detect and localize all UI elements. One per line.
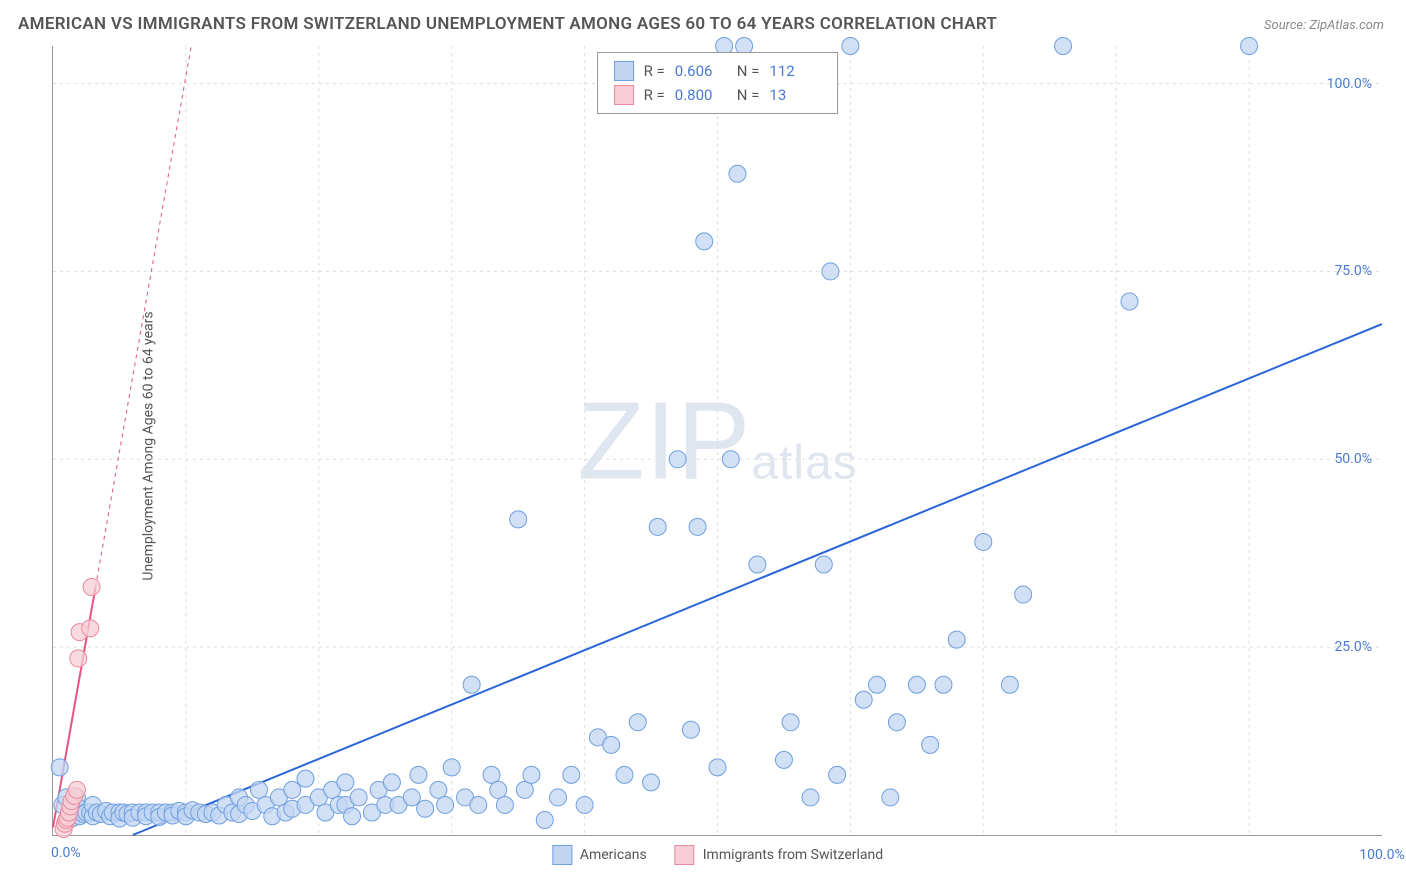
data-point	[975, 533, 992, 550]
data-point	[689, 518, 706, 535]
stats-r-value: 0.800	[675, 83, 727, 107]
data-point	[496, 796, 513, 813]
data-point	[68, 781, 85, 798]
y-tick-label: 50.0%	[1334, 451, 1372, 467]
chart-title: AMERICAN VS IMMIGRANTS FROM SWITZERLAND …	[18, 14, 997, 34]
stats-label: R =	[644, 83, 665, 107]
stats-row: R = 0.800 N = 13	[614, 83, 822, 107]
data-point	[908, 676, 925, 693]
data-point	[1015, 586, 1032, 603]
data-point	[643, 774, 660, 791]
source-attribution: Source: ZipAtlas.com	[1264, 18, 1384, 33]
data-point	[463, 676, 480, 693]
y-tick-label: 75.0%	[1334, 263, 1372, 279]
data-point	[51, 759, 68, 776]
data-point	[1121, 293, 1138, 310]
bottom-legend: Americans Immigrants from Switzerland	[552, 845, 883, 865]
trend-line-extension	[96, 46, 192, 587]
data-point	[297, 770, 314, 787]
data-point	[516, 781, 533, 798]
legend-label: Immigrants from Switzerland	[703, 847, 883, 863]
data-point	[882, 789, 899, 806]
data-point	[576, 796, 593, 813]
legend-item: Americans	[552, 845, 647, 865]
data-point	[563, 766, 580, 783]
data-point	[729, 165, 746, 182]
data-point	[536, 811, 553, 828]
plot-area: ZIPatlas 25.0%50.0%75.0%100.0% 100.0% 0.…	[52, 46, 1382, 836]
chart-svg	[53, 46, 1382, 835]
y-tick-label: 25.0%	[1334, 639, 1372, 655]
data-point	[417, 800, 434, 817]
data-point	[669, 451, 686, 468]
stats-label: N =	[737, 83, 760, 107]
data-point	[855, 691, 872, 708]
x-tick-label: 100.0%	[1359, 847, 1404, 863]
data-point	[410, 766, 427, 783]
data-point	[842, 38, 859, 55]
data-point	[722, 451, 739, 468]
data-point	[284, 781, 301, 798]
data-point	[470, 796, 487, 813]
data-point	[709, 759, 726, 776]
data-point	[868, 676, 885, 693]
data-point	[483, 766, 500, 783]
data-point	[490, 781, 507, 798]
legend-swatch	[675, 845, 695, 865]
trend-line	[133, 324, 1382, 835]
data-point	[437, 796, 454, 813]
data-point	[523, 766, 540, 783]
data-point	[443, 759, 460, 776]
data-point	[822, 263, 839, 280]
y-tick-label: 100.0%	[1327, 76, 1372, 92]
data-point	[782, 714, 799, 731]
data-point	[83, 579, 100, 596]
legend-swatch	[614, 85, 634, 105]
data-point	[510, 511, 527, 528]
data-point	[1055, 38, 1072, 55]
data-point	[682, 721, 699, 738]
data-point	[696, 233, 713, 250]
legend-swatch	[614, 61, 634, 81]
data-point	[815, 556, 832, 573]
data-point	[922, 736, 939, 753]
data-point	[70, 650, 87, 667]
stats-n-value: 13	[769, 83, 821, 107]
data-point	[888, 714, 905, 731]
data-point	[82, 620, 99, 637]
legend-swatch	[552, 845, 572, 865]
stats-label: R =	[644, 59, 665, 83]
stats-legend: R = 0.606 N = 112 R = 0.800 N = 13	[597, 52, 839, 114]
data-point	[829, 766, 846, 783]
data-point	[629, 714, 646, 731]
data-point	[344, 808, 361, 825]
stats-r-value: 0.606	[675, 59, 727, 83]
origin-tick: 0.0%	[51, 845, 81, 861]
data-point	[603, 736, 620, 753]
stats-label: N =	[737, 59, 760, 83]
data-point	[616, 766, 633, 783]
data-point	[383, 774, 400, 791]
data-point	[649, 518, 666, 535]
data-point	[775, 751, 792, 768]
data-point	[430, 781, 447, 798]
data-point	[250, 781, 267, 798]
data-point	[749, 556, 766, 573]
data-point	[337, 774, 354, 791]
legend-label: Americans	[580, 847, 647, 863]
data-point	[403, 789, 420, 806]
data-point	[550, 789, 567, 806]
legend-item: Immigrants from Switzerland	[675, 845, 883, 865]
data-point	[1001, 676, 1018, 693]
data-point	[1241, 38, 1258, 55]
data-point	[948, 631, 965, 648]
data-point	[802, 789, 819, 806]
stats-row: R = 0.606 N = 112	[614, 59, 822, 83]
stats-n-value: 112	[769, 59, 821, 83]
data-point	[935, 676, 952, 693]
data-point	[350, 789, 367, 806]
